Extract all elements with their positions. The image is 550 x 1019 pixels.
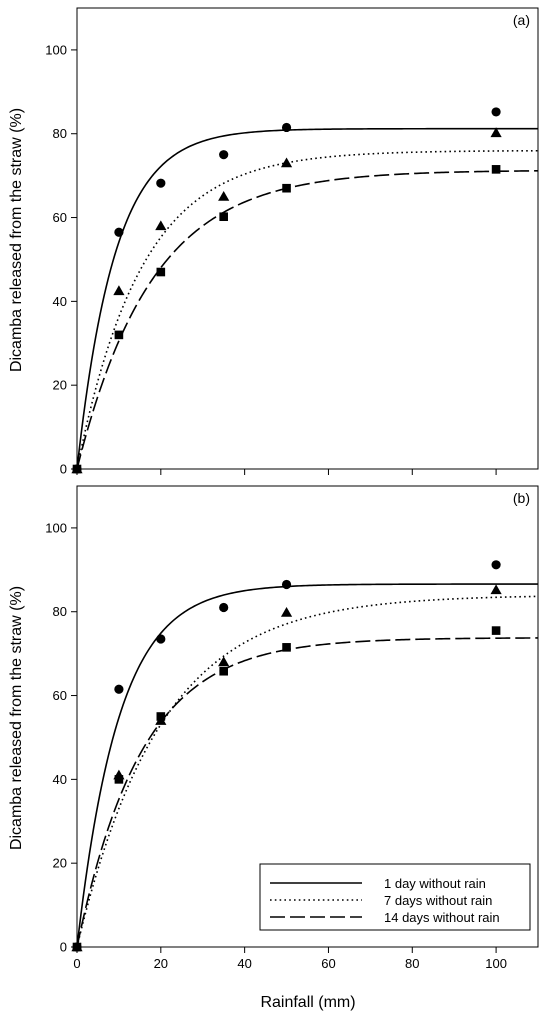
data-point-triangle-b [280,606,293,617]
plot-frame-a [76,7,539,470]
data-point-square-a [219,212,228,222]
y-axis-title-b: Dicamba released from the straw (%) [8,586,25,850]
y-tick-label-b: 60 [53,688,67,703]
fit-curve-circle-b [76,583,538,948]
panel-a: 0 20 40 60 80 100 (a) [45,7,539,477]
y-tick-label-b: 20 [53,856,67,871]
x-tick-label-b: 60 [321,956,335,971]
data-point-square-a [114,330,124,340]
data-point-circle-b [281,579,292,590]
data-point-triangle-a [155,220,167,231]
y-tick-label-b: 0 [60,940,67,955]
panel-label-b: (b) [513,490,530,506]
data-point-circle-a [491,107,501,117]
data-point-circle-a [114,227,124,237]
x-tick-label-b: 80 [405,956,419,971]
y-tick-label-a: 40 [53,294,67,309]
data-point-circle-a [219,150,229,160]
y-axis-title-a: Dicamba released from the straw (%) [8,108,25,372]
fit-curve-circle-a [76,127,538,470]
legend-label-14-days: 14 days without rain [384,910,500,925]
y-tick-label-a: 0 [60,462,67,477]
data-point-square-b [156,712,166,721]
data-point-triangle-a [113,285,125,296]
y-tick-label-b: 80 [53,604,67,619]
legend-label-7-days: 7 days without rain [384,893,492,908]
data-point-circle-a [281,122,292,133]
y-tick-label-b: 100 [45,520,67,535]
x-tick-label-b: 20 [154,956,168,971]
data-point-square-b [72,942,82,952]
x-tick-label-b: 100 [485,956,507,971]
fit-curve-triangle-a [76,149,539,470]
data-point-square-a [282,183,291,193]
data-point-circle-b [156,634,166,644]
y-tick-label-a: 80 [53,126,67,141]
data-point-triangle-a [280,157,293,168]
legend: 1 day without rain 7 days without rain 1… [259,863,531,931]
legend-box [259,863,531,931]
panel-b: 0 20 40 60 80 100 0 20 40 60 80 100 (b) [45,485,539,971]
y-tick-label-b: 40 [53,772,67,787]
data-point-triangle-a [490,127,502,138]
panel-label-a: (a) [513,12,530,28]
data-point-square-b [491,626,501,635]
fit-curve-triangle-b [76,595,539,948]
fit-curve-square-a [76,170,539,470]
data-point-circle-b [114,684,124,694]
y-tick-label-a: 100 [45,42,67,57]
data-point-circle-b [219,602,229,613]
fit-curve-square-b [76,637,539,948]
x-tick-label-b: 0 [73,956,80,971]
data-point-square-a [491,165,501,174]
data-point-square-a [72,464,82,474]
data-point-triangle-b [218,656,230,667]
data-point-triangle-a [218,190,230,201]
data-point-triangle-b [490,584,502,595]
y-tick-label-a: 20 [53,378,67,393]
data-point-circle-b [491,560,501,570]
legend-label-1-day: 1 day without rain [384,876,486,891]
data-point-square-b [282,643,291,652]
x-tick-label-b: 40 [237,956,251,971]
plot-frame-b [76,485,539,948]
data-point-square-a [156,267,166,277]
data-point-square-b [114,775,124,784]
y-tick-label-a: 60 [53,210,67,225]
data-point-circle-a [156,178,166,188]
x-axis-title: Rainfall (mm) [260,994,355,1011]
data-point-square-b [219,666,228,676]
